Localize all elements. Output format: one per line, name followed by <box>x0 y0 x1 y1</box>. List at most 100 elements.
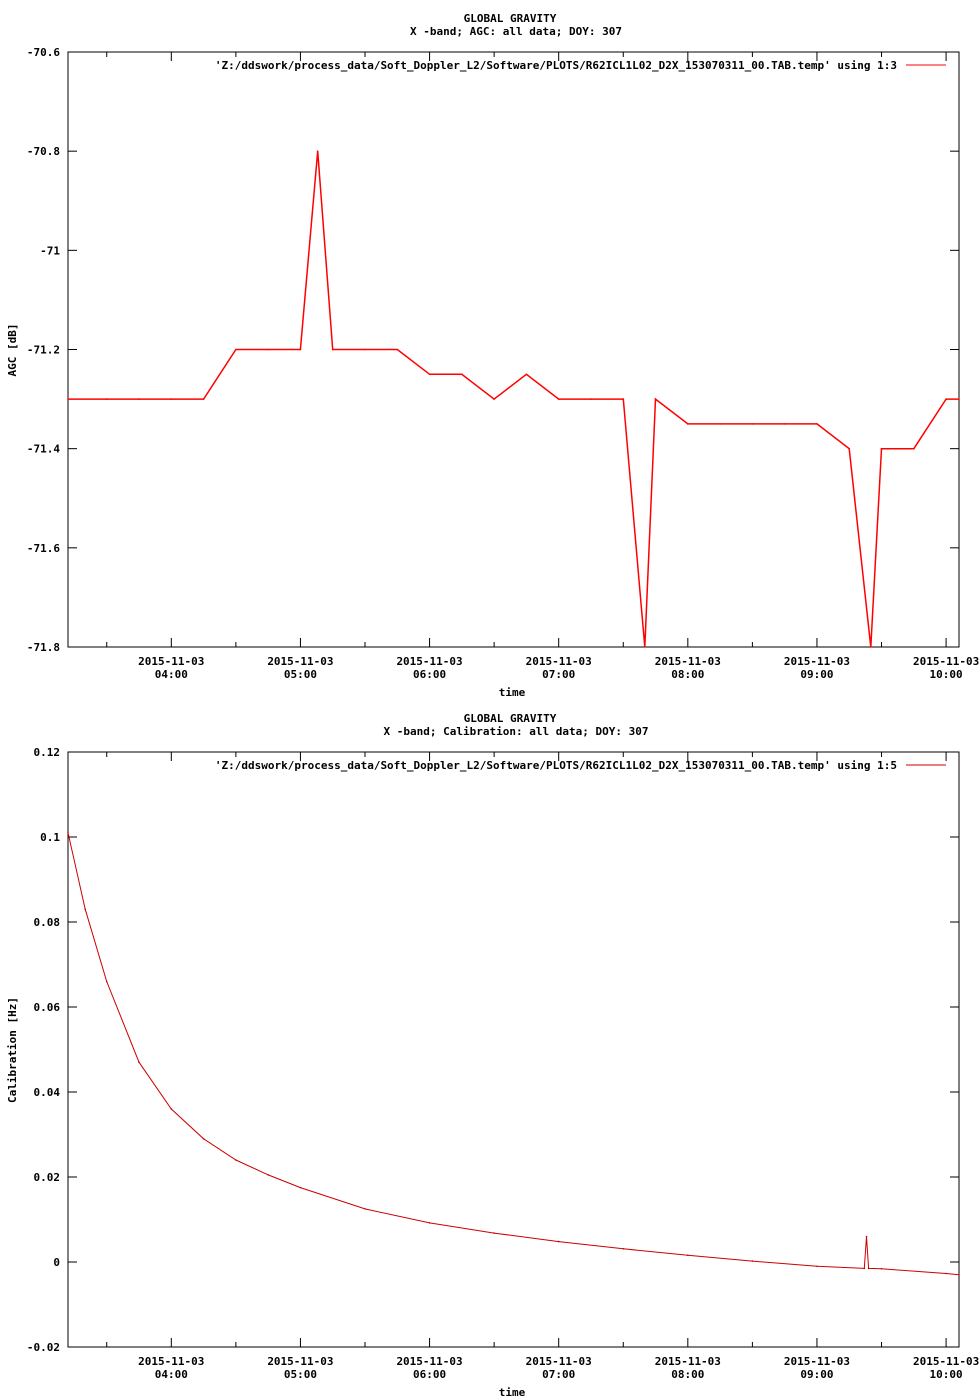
series-line <box>67 832 960 1276</box>
data-point <box>461 373 463 376</box>
data-point <box>870 646 872 648</box>
y-tick-label: 0.06 <box>34 1001 61 1014</box>
x-tick-date: 2015-11-03 <box>913 1355 979 1368</box>
data-point <box>67 831 69 834</box>
x-tick-time: 05:00 <box>284 1368 317 1381</box>
data-point <box>267 348 270 351</box>
data-point <box>235 1159 237 1161</box>
calibration-chart: GLOBAL GRAVITY X -band; Calibration: all… <box>6 712 979 1399</box>
y-tick-label: -70.8 <box>27 145 60 158</box>
x-tick-date: 2015-11-03 <box>267 1355 333 1368</box>
x-tick-time: 09:00 <box>800 1368 833 1381</box>
x-tick-time: 08:00 <box>671 1368 704 1381</box>
chart-title: GLOBAL GRAVITY <box>464 712 557 725</box>
x-axis-label: time <box>499 686 526 699</box>
legend-label: 'Z:/ddswork/process_data/Soft_Doppler_L2… <box>215 59 897 72</box>
agc-chart: GLOBAL GRAVITY X -band; AGC: all data; D… <box>6 12 979 699</box>
data-point <box>138 398 140 400</box>
plot-frame <box>67 51 960 648</box>
y-axis: -70.6 -70.8 -71 -71.2 -71.4 -71.6 -71.8 <box>27 46 959 654</box>
chart-title: GLOBAL GRAVITY <box>464 12 557 25</box>
x-tick-date: 2015-11-03 <box>655 655 721 668</box>
data-point <box>751 1260 754 1262</box>
x-tick-date: 2015-11-03 <box>138 1355 204 1368</box>
x-tick-time: 06:00 <box>413 668 446 681</box>
data-point <box>170 1108 173 1110</box>
data-point <box>493 1232 495 1234</box>
y-tick-label: -71.4 <box>27 443 60 456</box>
data-point <box>557 398 560 400</box>
data-point <box>816 423 818 425</box>
x-tick-time: 09:00 <box>800 668 833 681</box>
data-point <box>687 423 689 425</box>
x-tick-date: 2015-11-03 <box>396 655 462 668</box>
chart-subtitle: X -band; Calibration: all data; DOY: 307 <box>384 725 649 738</box>
data-point <box>557 1240 560 1243</box>
series-layer <box>67 150 960 648</box>
x-tick-time: 07:00 <box>542 668 575 681</box>
data-point <box>84 908 86 910</box>
x-axis-label: time <box>499 1386 526 1399</box>
data-point <box>299 348 302 351</box>
data-point <box>316 150 319 152</box>
y-axis-label: AGC [dB] <box>6 324 19 377</box>
y-axis: 0.12 0.1 0.08 0.06 0.04 0.02 0 -0.02 <box>27 746 959 1354</box>
data-point <box>958 398 960 400</box>
y-tick-label: 0.12 <box>34 746 61 759</box>
data-point <box>719 423 721 425</box>
y-tick-label: 0 <box>53 1256 60 1269</box>
y-axis-label: Calibration [Hz] <box>6 997 19 1103</box>
chart-subtitle: X -band; AGC: all data; DOY: 307 <box>410 25 622 38</box>
y-tick-label: -70.6 <box>27 46 60 59</box>
series-line <box>68 151 959 648</box>
data-point <box>364 1208 366 1210</box>
y-tick-label: -71.8 <box>27 641 60 654</box>
x-axis: 2015-11-0304:002015-11-0305:002015-11-03… <box>106 752 979 1381</box>
x-axis: 2015-11-0304:002015-11-0305:002015-11-03… <box>106 52 979 681</box>
data-point <box>364 348 366 351</box>
x-tick-date: 2015-11-03 <box>267 655 333 668</box>
data-point <box>202 398 205 400</box>
x-tick-time: 06:00 <box>413 1368 446 1381</box>
data-point <box>428 373 431 376</box>
data-point <box>863 1267 866 1270</box>
y-tick-label: 0.04 <box>34 1086 61 1099</box>
data-point <box>138 1061 140 1063</box>
y-tick-label: 0.08 <box>34 916 61 929</box>
data-point <box>622 1248 625 1250</box>
x-tick-date: 2015-11-03 <box>784 655 850 668</box>
data-point <box>816 1265 818 1268</box>
x-tick-date: 2015-11-03 <box>396 1355 462 1368</box>
data-point <box>170 398 173 400</box>
data-point <box>590 398 592 400</box>
data-point <box>783 423 786 425</box>
data-point <box>105 980 108 983</box>
legend: 'Z:/ddswork/process_data/Soft_Doppler_L2… <box>215 759 946 772</box>
x-tick-date: 2015-11-03 <box>526 1355 592 1368</box>
data-point <box>880 447 883 450</box>
data-point <box>331 348 334 351</box>
x-tick-date: 2015-11-03 <box>913 655 979 668</box>
x-tick-date: 2015-11-03 <box>138 655 204 668</box>
data-point <box>945 1272 947 1275</box>
x-tick-time: 07:00 <box>542 1368 575 1381</box>
data-point <box>235 348 237 351</box>
x-tick-time: 10:00 <box>930 1368 963 1381</box>
data-point <box>958 1274 960 1276</box>
data-point <box>622 398 625 400</box>
data-point <box>865 1235 868 1238</box>
x-tick-time: 04:00 <box>155 668 188 681</box>
x-tick-time: 04:00 <box>155 1368 188 1381</box>
y-tick-label: -0.02 <box>27 1341 60 1354</box>
data-point <box>396 348 399 351</box>
data-point <box>880 1268 883 1270</box>
x-tick-time: 05:00 <box>284 668 317 681</box>
data-point <box>654 398 657 400</box>
x-tick-date: 2015-11-03 <box>526 655 592 668</box>
y-tick-label: -71 <box>40 244 60 257</box>
y-tick-label: 0.02 <box>34 1171 61 1184</box>
y-tick-label: -71.2 <box>27 344 60 357</box>
x-tick-time: 10:00 <box>930 668 963 681</box>
data-point <box>67 398 69 400</box>
x-tick-date: 2015-11-03 <box>655 1355 721 1368</box>
